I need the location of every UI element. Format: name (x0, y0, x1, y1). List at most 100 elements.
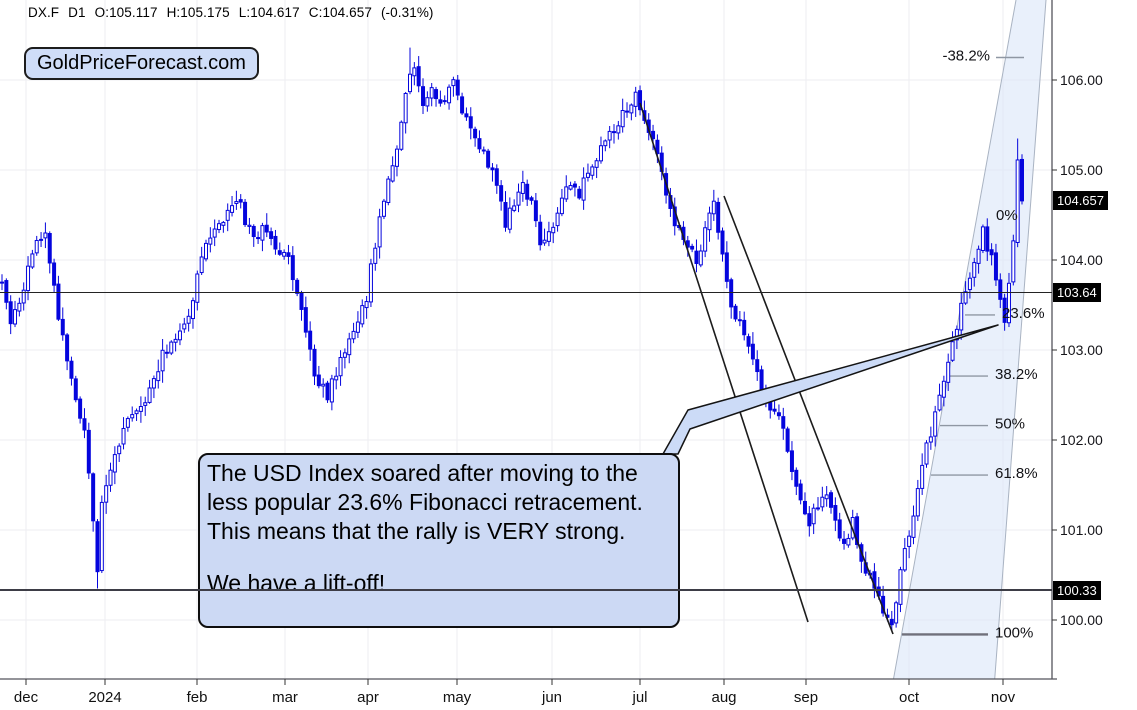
candle-down (164, 351, 169, 354)
candle-down (737, 319, 742, 322)
candle-down (746, 336, 751, 347)
candle-up (555, 212, 560, 227)
month-tick-label: may (443, 689, 472, 706)
candle-down (303, 307, 308, 333)
candle-up (564, 186, 569, 200)
candle-up (329, 378, 334, 403)
candle-down (65, 334, 70, 362)
horizontal-price-line[interactable] (0, 589, 1052, 592)
candle-up (581, 177, 586, 201)
candle-up (399, 121, 404, 150)
candle-up (551, 226, 556, 234)
candle-up (368, 263, 373, 303)
candle-down (798, 483, 803, 501)
price-tick-label: 103.00 (1060, 342, 1103, 358)
candle-down (985, 226, 990, 252)
candle-down (638, 90, 643, 111)
candle-down (299, 292, 304, 310)
candle-down (82, 418, 87, 431)
candle-up (203, 242, 208, 260)
candle-down (60, 318, 65, 336)
candle-up (195, 273, 200, 303)
descending-trendlines[interactable] (639, 102, 894, 635)
candle-down (1019, 158, 1024, 202)
callout-paragraph-1: The USD Index soared after moving to the… (207, 460, 643, 544)
candle-down (473, 128, 478, 139)
candle-up (590, 166, 595, 176)
annotation-callout[interactable]: The USD Index soared after moving to the… (198, 453, 680, 628)
candle-up (182, 323, 187, 330)
ohlc-header: DX.F D1 O:105.117 H:105.175 L:104.617 C:104.6… (28, 5, 443, 20)
candle-down (993, 252, 998, 281)
candle-down (416, 66, 421, 87)
candle-down (655, 139, 660, 155)
candle-up (221, 221, 226, 226)
candle-up (603, 140, 608, 147)
candle-down (889, 618, 894, 626)
candle-up (820, 496, 825, 508)
candle-up (321, 383, 326, 387)
timeframe-label: D1 (68, 5, 86, 20)
candle-up (355, 321, 360, 333)
candle-down (690, 245, 695, 250)
candle-up (585, 172, 590, 178)
candle-up (43, 232, 48, 239)
candle-up (99, 501, 104, 572)
candle-up (568, 185, 573, 190)
candle-down (264, 224, 269, 233)
candle-down (733, 305, 738, 320)
candle-up (937, 394, 942, 411)
candle-down (625, 110, 630, 113)
candle-down (312, 348, 317, 377)
candle-up (30, 253, 35, 268)
candle-down (529, 197, 534, 201)
candle-up (0, 281, 4, 284)
fibonacci-levels (902, 56, 1024, 636)
candle-up (598, 145, 603, 162)
trendline[interactable] (639, 102, 809, 623)
candle-up (338, 357, 343, 377)
candle-down (434, 89, 439, 100)
candle-up (34, 239, 39, 254)
candle-up (342, 352, 347, 358)
candle-up (594, 160, 599, 168)
candle-down (503, 202, 508, 228)
candle-down (8, 301, 13, 325)
candle-up (17, 302, 22, 312)
candle-up (394, 148, 399, 167)
candle-up (386, 178, 391, 204)
candle-up (347, 338, 352, 356)
candle-up (815, 507, 820, 510)
month-tick-label: nov (991, 689, 1016, 706)
candle-down (78, 398, 83, 419)
callout-paragraph-2: We have a lift-off! (207, 570, 386, 596)
candle-down (295, 279, 300, 294)
candle-down (533, 200, 538, 222)
axes[interactable]: 106.00 105.00 104.00 103.00 102.00 101.00 100.… (0, 0, 1103, 706)
month-tick-label: oct (899, 689, 920, 706)
candle-down (499, 185, 504, 202)
close-value: C:104.657 (308, 5, 372, 20)
fib-labels: -38.2% 0% 23.6% 38.2% 50% 61.8% 100% (942, 48, 1044, 642)
candle-down (486, 150, 491, 168)
month-tick-label: 2024 (88, 689, 121, 706)
candle-up (151, 378, 156, 389)
trendline[interactable] (723, 195, 894, 635)
site-watermark-badge: GoldPriceForecast.com (24, 47, 259, 80)
candle-up (173, 338, 178, 343)
candle-up (138, 406, 143, 412)
candle-up (412, 67, 417, 77)
candle-down (989, 249, 994, 256)
candle-up (21, 289, 26, 304)
candle-up (1015, 159, 1020, 243)
candle-up (911, 515, 916, 538)
candle-down (256, 237, 261, 240)
candle-up (373, 247, 378, 264)
candle-up (1006, 282, 1011, 324)
candle-down (772, 408, 777, 412)
candle-up (967, 277, 972, 291)
horizontal-price-line[interactable] (0, 291, 1052, 294)
candle-up (169, 341, 174, 354)
candle-up (234, 201, 239, 204)
